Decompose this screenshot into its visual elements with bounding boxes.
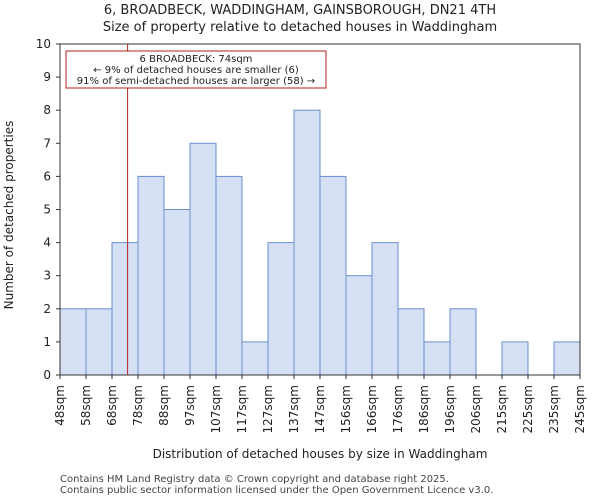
x-tick-label: 215sqm: [495, 385, 509, 433]
annotation-line-2: ← 9% of detached houses are smaller (6): [93, 65, 299, 76]
histogram-bar: [501, 341, 529, 376]
histogram-bar: [319, 175, 347, 376]
y-tick-label: 10: [36, 37, 51, 51]
footer-licence: Contains public sector information licen…: [60, 485, 494, 496]
histogram-bar: [163, 209, 191, 376]
y-tick-label: 6: [43, 169, 51, 183]
y-tick-label: 8: [43, 103, 51, 117]
histogram-bar: [111, 242, 139, 376]
x-tick-label: 58sqm: [79, 385, 93, 426]
chart-title-address: 6, BROADBECK, WADDINGHAM, GAINSBOROUGH, …: [103, 3, 497, 18]
histogram-bar: [267, 242, 295, 376]
y-axis-label: Number of detached properties: [2, 121, 16, 310]
y-tick-label: 0: [43, 368, 51, 382]
histogram-bar: [137, 175, 165, 376]
x-tick-label: 78sqm: [131, 385, 145, 426]
x-tick-label: 245sqm: [573, 385, 587, 433]
y-tick-label: 4: [43, 236, 51, 250]
histogram-bar: [215, 175, 243, 376]
x-tick-label: 137sqm: [287, 385, 301, 433]
histogram-bar: [293, 109, 321, 376]
y-tick-label: 3: [43, 269, 51, 283]
x-tick-label: 107sqm: [209, 385, 223, 433]
x-tick-label: 166sqm: [365, 385, 379, 433]
x-tick-label: 88sqm: [157, 385, 171, 426]
y-tick-label: 5: [43, 203, 51, 217]
y-tick-label: 9: [43, 70, 51, 84]
annotation-line-3: 91% of semi-detached houses are larger (…: [77, 76, 315, 87]
y-tick-label: 2: [43, 302, 51, 316]
histogram-bar: [85, 308, 113, 376]
x-tick-label: 97sqm: [183, 385, 197, 426]
histogram-bar: [189, 142, 217, 376]
histogram-bar: [553, 341, 581, 376]
x-tick-label: 127sqm: [261, 385, 275, 433]
histogram-bar: [423, 341, 451, 376]
x-tick-label: 156sqm: [339, 385, 353, 433]
x-tick-label: 48sqm: [53, 385, 67, 426]
histogram-bar: [59, 308, 87, 376]
histogram-bar: [241, 341, 269, 376]
y-tick-label: 1: [43, 335, 51, 349]
annotation-box: [65, 50, 327, 89]
x-tick-label: 147sqm: [313, 385, 327, 433]
annotation-line-1: 6 BROADBECK: 74sqm: [140, 54, 253, 65]
x-tick-label: 235sqm: [547, 385, 561, 433]
x-tick-label: 186sqm: [417, 385, 431, 433]
x-axis-label: Distribution of detached houses by size …: [153, 447, 488, 461]
x-tick-label: 225sqm: [521, 385, 535, 433]
x-tick-label: 206sqm: [469, 385, 483, 433]
x-tick-label: 196sqm: [443, 385, 457, 433]
chart-title: Size of property relative to detached ho…: [102, 20, 498, 35]
x-tick-label: 117sqm: [235, 385, 249, 433]
histogram-bar: [345, 275, 373, 376]
histogram-bar: [449, 308, 477, 376]
footer-copyright: Contains HM Land Registry data © Crown c…: [60, 474, 449, 485]
y-tick-label: 7: [43, 136, 51, 150]
histogram-bar: [397, 308, 425, 376]
histogram-bar: [371, 242, 399, 376]
x-tick-label: 176sqm: [391, 385, 405, 433]
x-tick-label: 68sqm: [105, 385, 119, 426]
